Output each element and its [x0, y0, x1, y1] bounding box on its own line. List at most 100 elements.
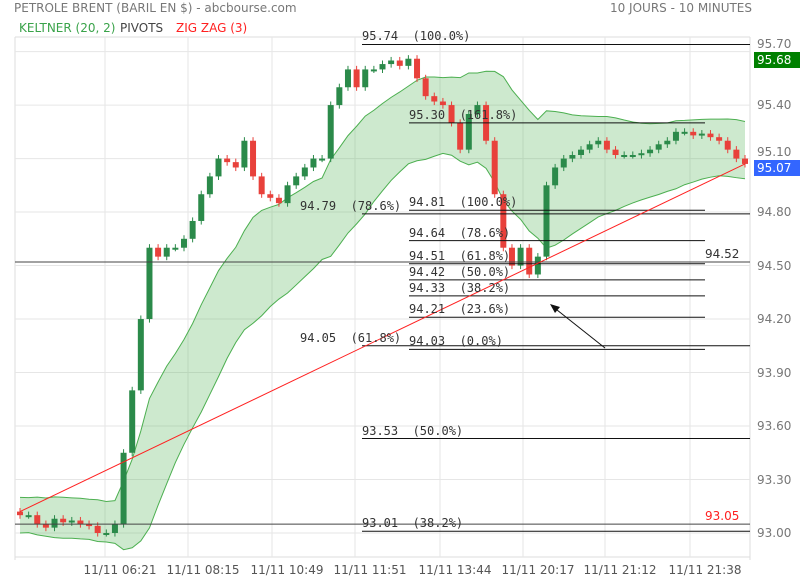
candle — [508, 247, 515, 266]
fib-label: 94.81 (100.0%) — [409, 195, 518, 210]
pivot-label: 93.05 — [705, 509, 740, 524]
arrow-head-icon — [550, 304, 560, 313]
candle — [672, 131, 679, 141]
legend-pivots[interactable]: PIVOTS — [120, 21, 164, 35]
candle — [42, 524, 49, 528]
fib-label: 93.01 (38.2%) — [362, 516, 464, 531]
candle — [129, 390, 136, 453]
x-tick-label: 11/11 20:17 — [501, 563, 575, 577]
candle — [448, 105, 455, 123]
candle — [647, 149, 654, 154]
legend-zigzag[interactable]: ZIG ZAG (3) — [176, 21, 248, 35]
candle — [707, 133, 714, 138]
y-tick-label: 94.20 — [757, 312, 792, 327]
chart-title: PETROLE BRENT (BARIL EN $) - abcbourse.c… — [14, 1, 297, 15]
y-tick-label: 95.10 — [757, 145, 792, 159]
fib-label: 94.21 (23.6%) — [409, 302, 511, 317]
candle — [595, 140, 602, 145]
candle — [362, 69, 369, 88]
fib-label: 94.33 (38.2%) — [409, 280, 511, 295]
y-tick-label: 94.50 — [757, 258, 792, 273]
candle — [405, 58, 412, 66]
candle — [716, 137, 723, 141]
keltner-upper — [19, 70, 746, 503]
candle — [275, 197, 282, 204]
candle — [603, 140, 610, 150]
x-tick-label: 11/11 06:21 — [83, 563, 157, 577]
pivot-label: 94.52 — [705, 246, 740, 261]
legend-keltner[interactable]: KELTNER (20, 2) — [19, 21, 116, 35]
x-tick-label: 11/11 21:12 — [583, 563, 657, 577]
zigzag-line — [19, 163, 746, 513]
candle — [353, 69, 360, 88]
candle — [638, 153, 645, 156]
y-tick-label: 93.90 — [757, 365, 792, 380]
fib-label: 93.53 (50.0%) — [362, 423, 464, 438]
fib-label: 95.74 (100.0%) — [362, 29, 471, 44]
candle — [517, 247, 524, 266]
candle — [414, 58, 421, 79]
candle — [94, 525, 101, 533]
last-price-tag: 95.07 — [754, 160, 800, 176]
candle — [552, 167, 559, 186]
candle — [560, 158, 567, 168]
candle — [77, 520, 84, 525]
x-tick-label: 11/11 21:38 — [668, 563, 742, 577]
candle — [155, 247, 162, 257]
candle — [439, 101, 446, 106]
y-tick-label: 95.70 — [757, 37, 792, 51]
candle — [664, 140, 671, 145]
candle — [344, 69, 351, 88]
candle — [319, 158, 326, 161]
candle — [198, 194, 205, 221]
y-tick-label: 93.60 — [757, 419, 792, 434]
fib-label: 95.30 (161.8%) — [409, 107, 518, 122]
candle — [681, 131, 688, 134]
candle — [465, 113, 472, 150]
candle — [310, 158, 317, 168]
candle — [621, 155, 628, 158]
candle — [370, 69, 377, 72]
candle — [163, 247, 170, 257]
candle — [396, 60, 403, 66]
candle — [534, 256, 541, 275]
candle — [172, 247, 179, 250]
x-tick-label: 11/11 11:51 — [333, 563, 407, 577]
y-tick-label: 93.30 — [757, 472, 792, 487]
candle — [336, 87, 343, 106]
keltner-lower — [19, 152, 746, 551]
candle — [379, 64, 386, 70]
candle — [629, 155, 636, 158]
candle — [241, 140, 248, 168]
candle — [103, 533, 110, 535]
candle — [120, 452, 127, 525]
candle — [569, 155, 576, 159]
candle — [206, 176, 213, 195]
candle — [180, 238, 187, 248]
fib-label: 94.42 (50.0%) — [409, 264, 511, 279]
candle — [543, 185, 550, 257]
candle — [86, 524, 93, 527]
candle — [60, 518, 67, 523]
candle — [388, 60, 395, 65]
candle — [25, 515, 32, 518]
candle — [51, 518, 58, 528]
candle — [698, 133, 705, 136]
fib-label: 94.51 (61.8%) — [409, 248, 511, 263]
y-tick-label: 95.40 — [757, 98, 792, 113]
candle — [258, 176, 265, 195]
candle — [586, 144, 593, 150]
candle — [232, 162, 239, 168]
candle — [612, 149, 619, 156]
x-tick-label: 11/11 10:49 — [250, 563, 324, 577]
fib-label: 94.79 (78.6%) — [300, 198, 402, 213]
candle — [474, 105, 481, 114]
candle — [431, 96, 438, 102]
candle — [68, 520, 75, 523]
candle — [301, 167, 308, 177]
candle — [327, 105, 334, 159]
candle — [17, 511, 23, 516]
candle — [146, 247, 153, 320]
y-tick-label: 93.00 — [757, 526, 792, 540]
candle — [742, 158, 748, 164]
